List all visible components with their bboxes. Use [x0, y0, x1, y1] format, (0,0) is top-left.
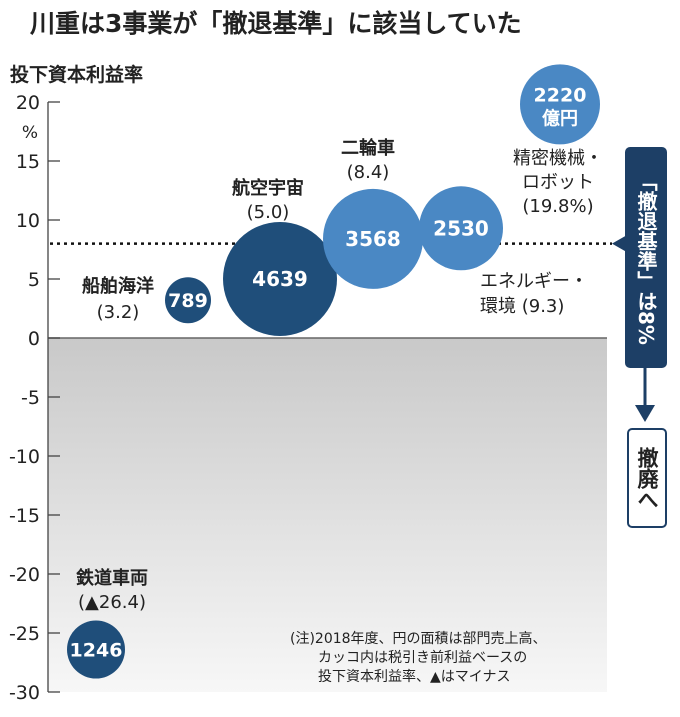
bubble-name: 環境 (9.3) — [480, 296, 564, 317]
y-tick-label: -10 — [9, 446, 40, 468]
bubble-name: ロボット — [522, 172, 594, 193]
threshold-callout: 「撤退基準」は8% — [625, 147, 667, 368]
chart-note: (注)2018年度、円の面積は部門売上高、 カッコ内は税引き前利益ベースの 投下… — [290, 631, 547, 685]
bubble-value-label: (3.2) — [97, 302, 140, 323]
bubble-1 — [223, 222, 337, 336]
bubble-4 — [520, 64, 600, 145]
y-tick-label: -5 — [21, 387, 40, 409]
bubble-name: エネルギー・ — [480, 271, 588, 292]
callout-pointer — [612, 235, 626, 252]
y-tick-label: -25 — [9, 623, 40, 645]
abolish-box: 撤廃へ — [627, 428, 667, 528]
y-tick-label: 10 — [16, 210, 40, 232]
y-tick-label: -15 — [9, 505, 40, 527]
bubble-name: 二輪車 — [341, 137, 395, 159]
y-tick-label: -20 — [9, 564, 40, 586]
bubble-value: 3568 — [345, 227, 401, 251]
bubble-value-label: (19.8%) — [522, 196, 593, 217]
bubble-value: 789 — [168, 290, 208, 312]
y-tick-label: 20 — [16, 92, 40, 114]
arrow-head — [635, 405, 655, 422]
bubble-value-label: (5.0) — [247, 202, 290, 223]
bubble-value: 2220 — [534, 84, 587, 106]
bubble-0 — [165, 277, 211, 324]
y-tick-label: 15 — [16, 151, 40, 173]
bubble-value-label: (8.4) — [347, 162, 390, 183]
bubble-5 — [67, 620, 125, 679]
bubble-name: 精密機械・ — [513, 148, 603, 169]
y-unit-label: % — [22, 123, 38, 143]
bubble-unit: 億円 — [542, 107, 578, 129]
bubble-name: 鉄道車両 — [76, 567, 148, 589]
y-tick-label: 5 — [28, 269, 40, 291]
y-tick-label: 0 — [28, 328, 40, 350]
bubble-value: 2530 — [433, 216, 489, 240]
bubble-value: 4639 — [252, 267, 308, 291]
negative-region — [48, 338, 607, 692]
bubble-2 — [323, 188, 423, 289]
bubble-value-label: (▲26.4) — [78, 592, 146, 613]
bubble-name: 航空宇宙 — [232, 177, 304, 199]
y-tick-label: -30 — [9, 682, 40, 704]
chart-title: 川重は3事業が「撤退基準」に該当していた — [30, 9, 522, 38]
bubble-value: 1246 — [70, 640, 123, 662]
bubble-3 — [419, 186, 503, 271]
y-axis-label: 投下資本利益率 — [10, 64, 144, 86]
bubble-name: 船舶海洋 — [82, 275, 154, 297]
